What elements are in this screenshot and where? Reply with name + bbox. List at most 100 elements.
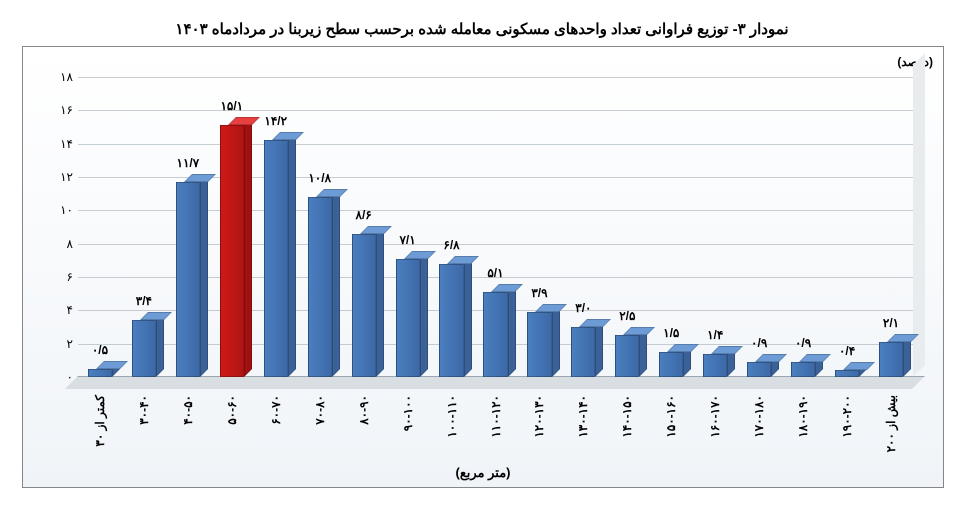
bar: ۱۱/۷ [176, 77, 200, 377]
bar-front [835, 370, 859, 377]
bar-value-label: ۸/۶ [334, 208, 394, 222]
bar-value-label: ۱۰/۸ [290, 171, 350, 185]
bar-side [420, 251, 428, 377]
x-tick-label: ۴۰-۵۰ [181, 395, 195, 425]
x-tick-label: ۱۷۰-۱۸۰ [752, 395, 766, 438]
y-tick-label: ۱۶ [48, 103, 73, 117]
floor-plane [65, 376, 925, 389]
bar-value-label: ۰/۴ [817, 344, 877, 358]
bar: ۱۰/۸ [308, 77, 332, 377]
bar-value-label: ۱۴/۲ [246, 114, 306, 128]
x-tick-label: ۱۲۰-۱۳۰ [532, 395, 546, 438]
bars-layer: ۰/۵۳/۴۱۱/۷۱۵/۱۱۴/۲۱۰/۸۸/۶۷/۱۶/۸۵/۱۳/۹۳/۰… [78, 77, 913, 377]
plot-area: ۰/۵۳/۴۱۱/۷۱۵/۱۱۴/۲۱۰/۸۸/۶۷/۱۶/۸۵/۱۳/۹۳/۰… [78, 77, 913, 377]
bar-value-label: ۱۵/۱ [202, 99, 262, 113]
chart-container: نمودار ۳- توزیع فراوانی تعداد واحدهای مس… [20, 20, 944, 488]
x-tick-label: ۱۶۰-۱۷۰ [708, 395, 722, 438]
bar: ۳/۰ [571, 77, 595, 377]
chart-area: (درصد) ۰/۵۳/۴۱۱/۷۱۵/۱۱۴/۲۱۰/۸۸/۶۷/۱۶/۸۵/… [22, 46, 944, 488]
bar: ۱/۵ [659, 77, 683, 377]
bar: ۱۴/۲ [264, 77, 288, 377]
bar-front [791, 362, 815, 377]
y-tick-label: ۶ [48, 270, 73, 284]
x-tick-label: ۱۹۰-۲۰۰ [840, 395, 854, 438]
bar-front [264, 140, 288, 377]
bar-front [308, 197, 332, 377]
bar-side [200, 174, 208, 377]
bar: ۰/۹ [791, 77, 815, 377]
x-tick-label: ۹۰-۱۰۰ [401, 395, 415, 431]
bar: ۷/۱ [396, 77, 420, 377]
bar-front [88, 369, 112, 377]
bar-value-label: ۶/۸ [422, 238, 482, 252]
x-tick-label: ۱۳۰-۱۴۰ [576, 395, 590, 438]
bar-front [615, 335, 639, 377]
bar-top [667, 344, 699, 352]
bar-side [376, 226, 384, 377]
bar: ۲/۱ [879, 77, 903, 377]
x-tick-label: ۱۰۰-۱۱۰ [445, 395, 459, 438]
y-tick-label: ۱۴ [48, 137, 73, 151]
x-tick-label: ۸۰-۹۰ [357, 395, 371, 425]
y-tick-label: ۸ [48, 237, 73, 251]
bar-front [439, 264, 463, 377]
bar-value-label: ۳/۹ [509, 286, 569, 300]
bar-top [404, 251, 436, 259]
bar-front [396, 259, 420, 377]
chart-title: نمودار ۳- توزیع فراوانی تعداد واحدهای مس… [20, 20, 944, 38]
y-tick-label: ۱۸ [48, 70, 73, 84]
bar: ۳/۴ [132, 77, 156, 377]
bar: ۱/۴ [703, 77, 727, 377]
bar-front [352, 234, 376, 377]
bar: ۰/۹ [747, 77, 771, 377]
bar-front [879, 342, 903, 377]
bar-side [156, 312, 164, 377]
bar-front [132, 320, 156, 377]
bar-top [755, 354, 787, 362]
bar: ۸/۶ [352, 77, 376, 377]
x-tick-label: ۶۰-۷۰ [269, 395, 283, 425]
bar: ۶/۸ [439, 77, 463, 377]
bar-value-label: ۳/۴ [114, 294, 174, 308]
bar-front [220, 125, 244, 377]
x-tick-label: ۱۸۰-۱۹۰ [796, 395, 810, 438]
bar-front [176, 182, 200, 377]
bar-front [527, 312, 551, 377]
bar-value-label: ۲/۵ [597, 309, 657, 323]
bar-value-label: ۰/۵ [70, 343, 130, 357]
x-tick-label: ۷۰-۸۰ [313, 395, 327, 425]
y-tick-label: ۱۲ [48, 170, 73, 184]
bar-top [843, 362, 875, 370]
x-tick-label: ۱۱۰-۱۲۰ [489, 395, 503, 438]
y-tick-label: ۲ [48, 337, 73, 351]
bar-top [140, 312, 172, 320]
bar-front [571, 327, 595, 377]
bar-top [184, 174, 216, 182]
bar: ۰/۴ [835, 77, 859, 377]
bar: ۱۵/۱ [220, 77, 244, 377]
x-tick-label: بیش از ۲۰۰ [884, 395, 898, 452]
bar-front [659, 352, 683, 377]
x-tick-label: ۵۰-۶۰ [225, 395, 239, 425]
bar-front [747, 362, 771, 377]
bar-front [483, 292, 507, 377]
x-tick-label: ۳۰-۴۰ [137, 395, 151, 425]
x-tick-label: کمتر از ۳۰ [93, 395, 107, 447]
x-axis-label: (متر مربع) [455, 465, 510, 481]
bar: ۰/۵ [88, 77, 112, 377]
y-tick-label: ۴ [48, 303, 73, 317]
bar-front [703, 354, 727, 377]
bar-side [595, 319, 603, 377]
bar-value-label: ۵/۱ [465, 266, 525, 280]
y-tick-label: ۱۰ [48, 203, 73, 217]
bar-side [244, 117, 252, 377]
bar: ۵/۱ [483, 77, 507, 377]
bar-side [288, 132, 296, 377]
bar-top [272, 132, 304, 140]
y-tick-label: ۰ [48, 370, 73, 384]
bar-top [447, 256, 479, 264]
bar-top [316, 189, 348, 197]
bar-top [96, 361, 128, 369]
bar-value-label: ۱۱/۷ [158, 156, 218, 170]
bar-value-label: ۲/۱ [861, 316, 921, 330]
